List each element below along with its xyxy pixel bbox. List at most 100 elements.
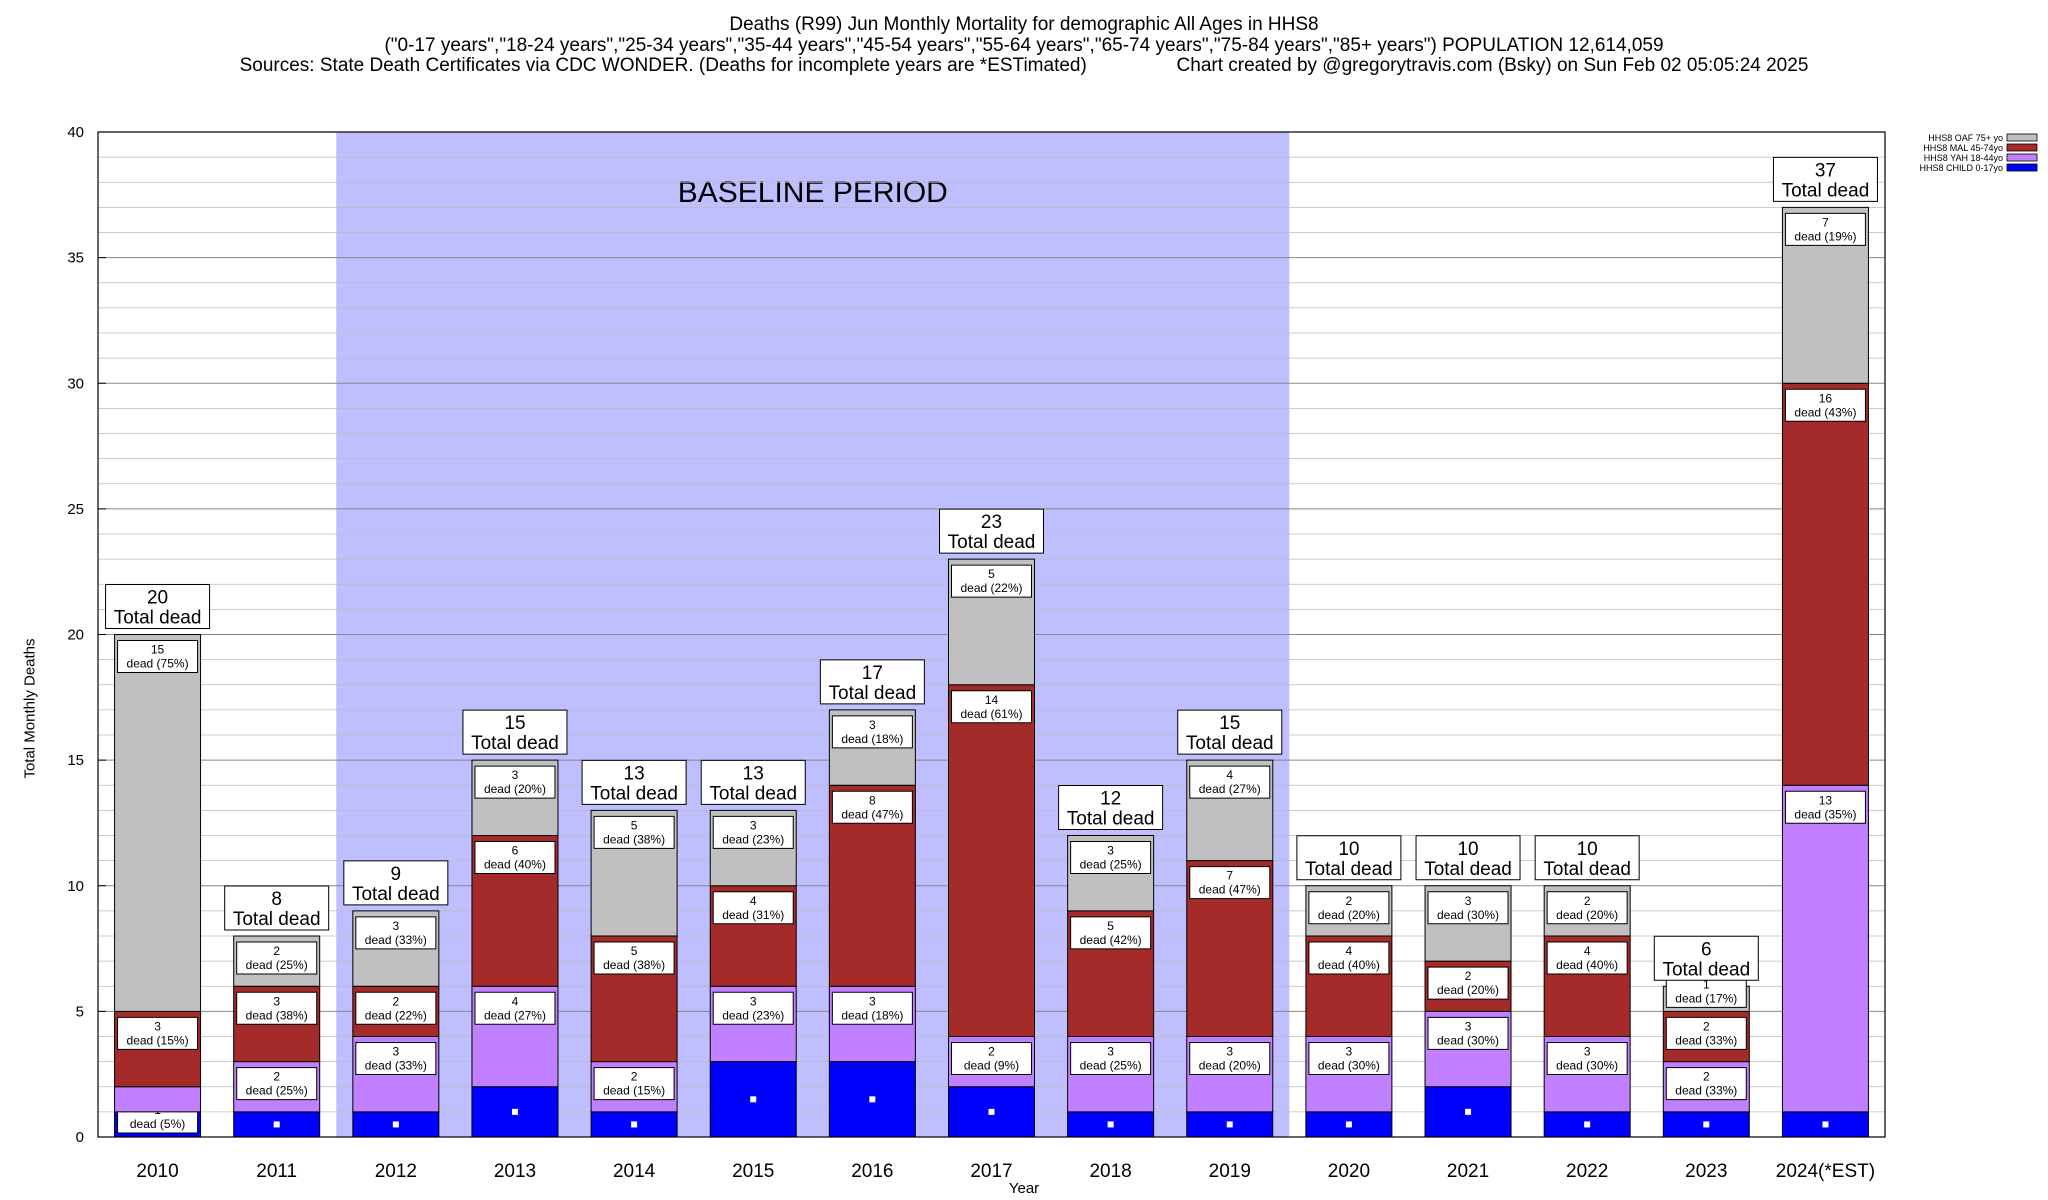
segment-label-box <box>1784 388 1866 422</box>
total-label: Total dead <box>1305 859 1393 880</box>
segment-label-box <box>1784 212 1866 246</box>
segment-label-box <box>1070 841 1152 874</box>
child-marker <box>750 1096 757 1103</box>
segment-label: dead (20%) <box>1199 1059 1261 1073</box>
x-tick-label: 2016 <box>851 1161 893 1182</box>
bar-segment <box>1305 1111 1393 1138</box>
segment-label-box <box>593 815 675 849</box>
legend-label: HHS8 CHILD 0-17yo <box>1919 163 2003 173</box>
segment-count: 2 <box>631 1070 638 1084</box>
child-marker <box>392 1121 399 1128</box>
plot-frame <box>97 131 1886 1138</box>
segment-count: 1 <box>1703 977 1710 991</box>
total-label: Total dead <box>829 683 917 704</box>
total-label-box <box>581 759 687 805</box>
segment-label: dead (33%) <box>1675 1033 1737 1047</box>
legend-label: HHS8 OAF 75+ yo <box>1928 133 2003 143</box>
segment-count: 2 <box>1584 894 1591 908</box>
segment-label-box <box>1308 941 1390 975</box>
segment-label-box <box>355 991 437 1025</box>
segment-label-box <box>236 1067 318 1101</box>
segment-count: 2 <box>273 944 280 958</box>
total-label-box <box>1058 785 1164 830</box>
segment-count: 13 <box>1819 793 1833 807</box>
segment-label-box <box>1189 1042 1271 1075</box>
segment-count: 5 <box>631 818 638 832</box>
total-count: 37 <box>1815 160 1836 181</box>
legend-swatch <box>2006 163 2038 172</box>
legend-swatch <box>2006 133 2038 142</box>
segment-count: 3 <box>1226 1045 1233 1059</box>
segment-count: 3 <box>1107 844 1114 858</box>
child-marker <box>1703 1121 1710 1128</box>
segment-count: 4 <box>1346 944 1353 958</box>
segment-label-box <box>474 765 556 799</box>
total-label-box <box>1177 709 1283 755</box>
child-marker <box>631 1121 638 1128</box>
legend-label: HHS8 YAH 18-44yo <box>1924 153 2003 163</box>
segment-count: 3 <box>1584 1045 1591 1059</box>
segment-count: 4 <box>512 994 519 1008</box>
segment-label-box <box>1070 1042 1152 1075</box>
total-label: Total dead <box>352 884 440 905</box>
segment-label: dead (33%) <box>365 933 427 947</box>
x-tick-label: 2014 <box>613 1161 656 1182</box>
segment-label: dead (23%) <box>722 1008 784 1022</box>
segment-label: dead (40%) <box>1556 958 1618 972</box>
y-tick-label: 30 <box>67 375 84 392</box>
total-label-box <box>105 584 211 629</box>
total-count: 10 <box>1577 839 1598 860</box>
segment-label-box <box>1784 790 1866 824</box>
child-marker <box>1822 1121 1829 1128</box>
segment-label: dead (31%) <box>722 908 784 922</box>
segment-count: 5 <box>1107 919 1114 933</box>
segment-label: dead (38%) <box>603 832 665 846</box>
segment-label: dead (5%) <box>130 1117 185 1131</box>
total-label-box <box>224 885 330 931</box>
segment-label: dead (25%) <box>1080 1059 1142 1073</box>
segment-label-box <box>831 715 913 749</box>
x-tick-label: 2021 <box>1447 1161 1489 1182</box>
total-label: Total dead <box>1424 859 1512 880</box>
child-marker <box>1107 1121 1114 1128</box>
segment-label: dead (25%) <box>246 958 308 972</box>
segment-label-box <box>474 991 556 1025</box>
x-tick-label: 2023 <box>1685 1161 1727 1182</box>
total-label: Total dead <box>233 909 321 930</box>
baseline-period-label: BASELINE PERIOD <box>678 176 948 209</box>
segment-label-box <box>1546 891 1628 925</box>
x-tick-label: 2015 <box>732 1161 774 1182</box>
segment-count: 4 <box>750 894 757 908</box>
child-marker <box>869 1096 876 1103</box>
y-tick-label: 5 <box>76 1003 84 1020</box>
segment-label: dead (22%) <box>365 1008 427 1022</box>
segment-count: 5 <box>631 944 638 958</box>
segment-label: dead (33%) <box>365 1059 427 1073</box>
child-marker <box>1465 1108 1472 1115</box>
total-label: Total dead <box>1186 733 1274 754</box>
segment-label-box <box>117 640 199 673</box>
segment-label-box <box>1427 966 1509 1000</box>
total-label-box <box>700 759 806 805</box>
segment-label-box <box>355 1042 437 1075</box>
total-label: Total dead <box>590 783 678 804</box>
x-tick-label: 2024(*EST) <box>1776 1161 1875 1182</box>
x-tick-label: 2018 <box>1089 1161 1131 1182</box>
total-count: 17 <box>862 663 883 684</box>
segment-label: dead (61%) <box>960 707 1022 721</box>
child-marker <box>1584 1121 1591 1128</box>
bar-segment <box>114 634 202 1012</box>
total-label-box <box>1772 156 1878 202</box>
total-count: 15 <box>504 713 525 734</box>
segment-label: dead (30%) <box>1437 908 1499 922</box>
total-count: 8 <box>271 889 282 910</box>
child-marker <box>273 1121 280 1128</box>
segment-count: 7 <box>1226 869 1233 883</box>
total-label-box <box>1534 835 1640 881</box>
total-count: 23 <box>981 512 1002 533</box>
segment-count: 3 <box>1346 1045 1353 1059</box>
segment-count: 14 <box>985 693 999 707</box>
segment-label: dead (18%) <box>841 732 903 746</box>
segment-label-box <box>831 790 913 824</box>
segment-count: 3 <box>512 768 519 782</box>
